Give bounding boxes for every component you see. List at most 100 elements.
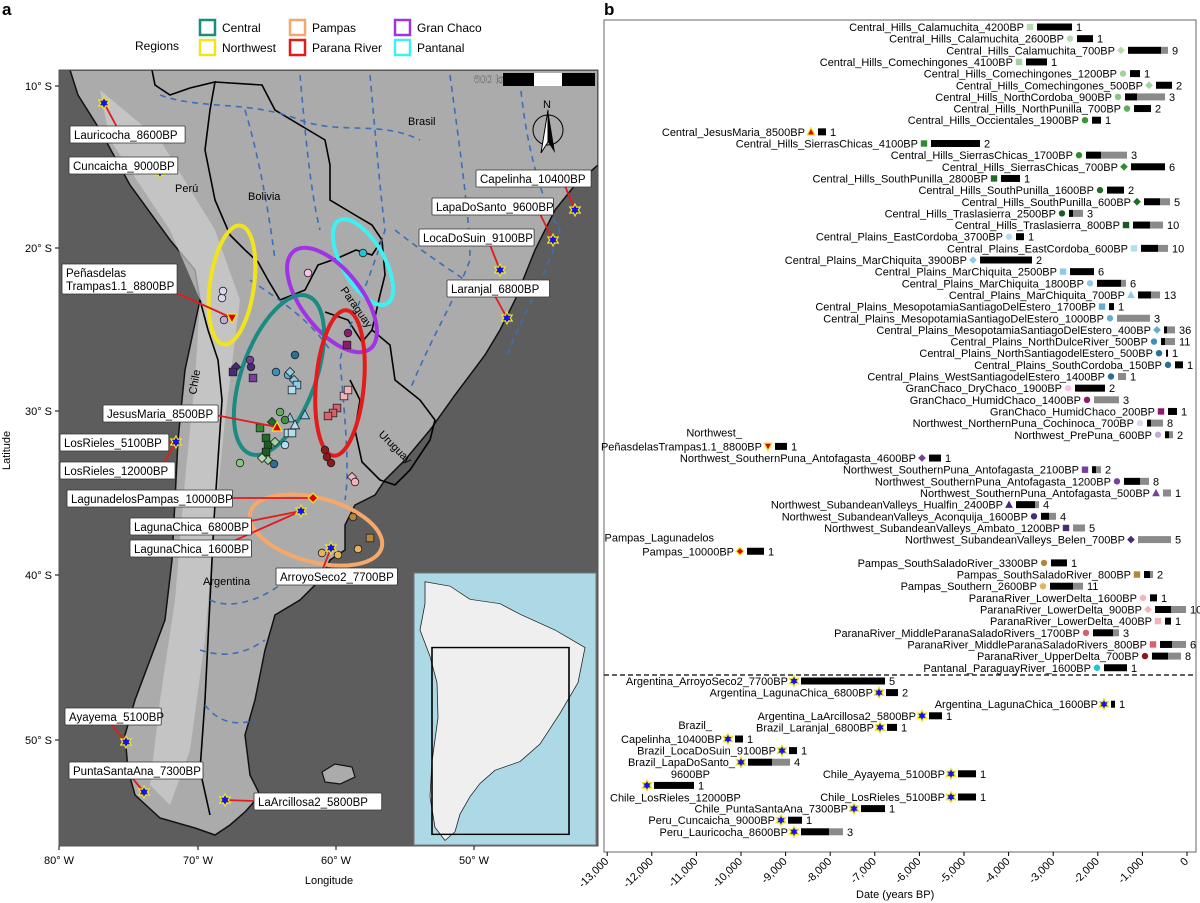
count-label: 2 [1128, 185, 1134, 197]
chart-row: 1 Central_Hills_Comechingones_1200BP [924, 69, 1150, 81]
bar-segment-black [1077, 35, 1093, 43]
count-label: 1 [1076, 22, 1082, 34]
panel-a-letter: a [2, 0, 12, 19]
bar-segment-black [1160, 338, 1166, 346]
site-label-box [446, 279, 550, 298]
square-marker [342, 340, 352, 350]
circle-marker [353, 544, 363, 554]
row-label: ParanaRiver_MiddleParanaSaladoRivers_800… [907, 639, 1147, 651]
count-label: 1 [1105, 115, 1111, 127]
chart-row: 10 ParanaRiver_LowerDelta_900BP [980, 605, 1200, 617]
count-label: 36 [1179, 325, 1191, 337]
square-marker [261, 433, 271, 443]
row-label: Central_Hills_Calamuchita_4200BP [849, 22, 1024, 34]
chart-row: 8 Northwest_NorthernPuna_Cochinoca_700BP [913, 418, 1173, 430]
x-tick-label: -12,000 [621, 856, 656, 891]
circle-marker [1114, 93, 1122, 101]
count-label: 1 [946, 711, 952, 723]
bar-segment-gray [1168, 431, 1173, 439]
north-arrow: N [532, 99, 564, 154]
count-label: 1 [747, 734, 753, 746]
star-marker [493, 262, 507, 278]
ellipse-parana-river [313, 308, 367, 458]
bar-segment-black [1106, 186, 1124, 194]
triangle-marker [289, 419, 301, 430]
circle-marker [343, 328, 353, 338]
chart-row: 6 Central_Plains_MarChiquita_2500BP [875, 267, 1104, 279]
count-label: 1 [791, 441, 797, 453]
circle-marker [1123, 105, 1131, 112]
bar-segment-black [861, 805, 886, 813]
square-marker [990, 175, 998, 182]
circle-marker [1107, 373, 1115, 380]
circle-marker [1093, 664, 1101, 671]
count-label: 1 [1187, 360, 1193, 372]
star-marker [916, 709, 928, 723]
chart-row: 3 Peru_Lauricocha_8600BP [660, 825, 853, 839]
bar-segment-black [1168, 407, 1178, 415]
x-tick-label: -6,000 [893, 856, 924, 887]
circle-marker [1096, 186, 1104, 194]
row-label: Central_Hills_Calamuchita_2600BP [889, 34, 1064, 46]
row-label: Central_Plains_MarChiquita_700BP [949, 290, 1125, 302]
circle-marker [1064, 384, 1072, 392]
chart-row: 1 Central_Hills_SouthPunilla_2800BP [813, 173, 1031, 185]
star-marker [97, 95, 111, 111]
chart-row: 4 Northwest_SubandeanValleys_Hualfin_2400… [771, 500, 1049, 512]
panel-b-letter: b [604, 0, 615, 19]
row-label: Pampas_SouthSaladoRiver_800BP [957, 570, 1131, 582]
count-label: 10 [1190, 605, 1200, 617]
chart-row: 2 Northwest_SouthernPuna_Antofagasta_2100… [843, 465, 1111, 477]
row-label: Central_Plains_SouthCordoba_150BP [974, 360, 1162, 372]
square-marker [287, 385, 297, 395]
site-label: Trampas1.1_8800BP [66, 281, 175, 293]
row-label: Central_Plains_EastCordoba_600BP [947, 243, 1128, 255]
bar-segment-black [1132, 221, 1150, 229]
triangle-marker [1005, 500, 1013, 508]
y-tick-label: 30° S [25, 406, 52, 418]
row-label: Central_Hills_Traslasierra_2500BP [885, 208, 1056, 220]
chart-row: 1 Central_Plains_NorthSantiagodelEstero_5… [919, 348, 1178, 360]
x-tick-label: -2,000 [1071, 856, 1102, 887]
andes-relief [100, 90, 240, 805]
bar-segment-gray [1158, 244, 1169, 252]
site-label-box [102, 404, 219, 423]
sample-points [217, 248, 375, 560]
row-label: Central_Plains_MarChiquita_1800BP [902, 278, 1084, 290]
bar-segment-gray [828, 828, 844, 836]
row-label: Central_Plains_MesopotamiaSantiagoDelEst… [823, 313, 1104, 325]
legend-label: Gran Chaco [417, 21, 482, 35]
count-label: 3 [1087, 208, 1093, 220]
row-label: ParanaRiver_LowerDelta_400BP [990, 616, 1152, 628]
count-label: 6 [1169, 162, 1175, 174]
row-label: Northwest_SouthernPuna_Antofagasta_4600B… [680, 453, 916, 465]
row-label: Argentina_ArroyoSeco2_7700BP [626, 676, 788, 688]
chart-row: 11 Pampas_Southern_2600BP [901, 581, 1099, 593]
row-label: Central_Hills_Comechingones_4100BP [820, 57, 1013, 69]
bar-segment-black [1068, 209, 1074, 217]
row-label: Pampas_10000BP [642, 546, 734, 558]
count-label: 1 [806, 815, 812, 827]
row-label: Northwest_NorthernPuna_Cochinoca_700BP [913, 418, 1134, 430]
chart-row: 2 Argentina_LagunaChica_6800BP [710, 685, 908, 700]
row-label: ParanaRiver_MiddleParanaSaladoRivers_170… [834, 628, 1080, 640]
count-label: 2 [1176, 80, 1182, 92]
site-label: LapaDoSanto_9600BP [436, 202, 554, 214]
bar-segment-gray [1073, 582, 1083, 590]
row-label: Northwest_ [686, 427, 743, 439]
legend-swatch-2 [288, 18, 307, 37]
bar-segment-black [1103, 664, 1128, 672]
bar-segment-gray [1137, 536, 1171, 544]
count-label: 5 [889, 676, 895, 688]
count-label: 5 [1089, 523, 1095, 535]
bar-segment-gray [1160, 198, 1171, 206]
bar-segment-black [1092, 116, 1102, 124]
legend-label: Parana River [312, 41, 382, 55]
square-marker [365, 533, 375, 543]
legend-swatch-1 [198, 38, 217, 57]
country-brasil: Brasil [408, 116, 436, 128]
triangle-marker [271, 420, 283, 432]
map-axes: 10° S 20° S 30° S 40° S 50° S 80° W 70° W 60° W… [25, 81, 490, 867]
bar-segment-black [1155, 606, 1171, 613]
legend-label: Pantanal [417, 41, 464, 55]
